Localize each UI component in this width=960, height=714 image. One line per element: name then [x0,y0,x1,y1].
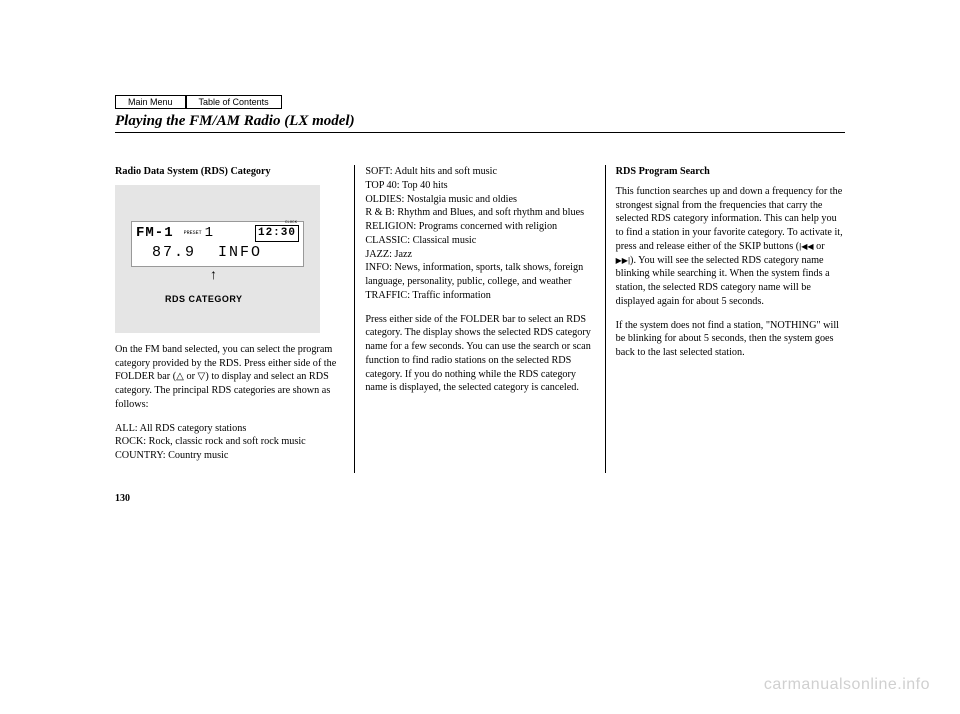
rds-search-subhead: RDS Program Search [616,165,845,179]
cat-info: INFO: News, information, sports, talk sh… [365,261,594,289]
lcd-preset-number: 1 [205,224,214,243]
lcd-frequency: 87.9 [152,244,196,261]
column-3: RDS Program Search This function searche… [606,165,845,473]
cat-traffic: TRAFFIC: Traffic information [365,289,594,303]
col1-para1: On the FM band selected, you can select … [115,343,344,412]
lcd-preset-label: PRESET [184,230,202,237]
col2-para: Press either side of the FOLDER bar to s… [365,313,594,396]
lcd-band: FM-1 [136,224,174,243]
cat-soft: SOFT: Adult hits and soft music [365,165,594,179]
lcd-clock-time: 12:30 [258,227,296,239]
content-columns: Radio Data System (RDS) Category FM-1 PR… [115,165,845,473]
nav-buttons: Main Menu Table of Contents [115,95,845,109]
toc-button[interactable]: Table of Contents [186,95,282,109]
lcd-screen: FM-1 PRESET 1 CLOCK 12:30 87.9 INFO [131,221,304,267]
cat-oldies: OLDIES: Nostalgia music and oldies [365,193,594,207]
heading-rule [115,132,845,133]
cat-top40: TOP 40: Top 40 hits [365,179,594,193]
col2-list: SOFT: Adult hits and soft music TOP 40: … [365,165,594,303]
col3-para2: If the system does not find a station, "… [616,319,845,360]
column-1: Radio Data System (RDS) Category FM-1 PR… [115,165,355,473]
manual-page: Main Menu Table of Contents Playing the … [115,95,845,635]
rds-category-callout: RDS CATEGORY [165,293,243,305]
radio-display-illustration: FM-1 PRESET 1 CLOCK 12:30 87.9 INFO ↑ RD… [115,185,320,333]
col1-list: ALL: All RDS category stations ROCK: Roc… [115,422,344,463]
page-heading: Playing the FM/AM Radio (LX model) [115,111,845,132]
watermark: carmanualsonline.info [764,676,930,694]
col3-para1: This function searches up and down a fre… [616,185,845,309]
rds-category-subhead: Radio Data System (RDS) Category [115,165,344,179]
cat-country: COUNTRY: Country music [115,449,344,463]
skip-back-icon: |◀◀ [799,242,813,251]
cat-religion: RELIGION: Programs concerned with religi… [365,220,594,234]
main-menu-button[interactable]: Main Menu [115,95,186,109]
cat-rock: ROCK: Rock, classic rock and soft rock m… [115,435,344,449]
page-number: 130 [115,493,845,504]
cat-all: ALL: All RDS category stations [115,422,344,436]
cat-rb: R & B: Rhythm and Blues, and soft rhythm… [365,206,594,220]
lcd-clock-label: CLOCK [285,221,297,226]
lcd-clock: CLOCK 12:30 [255,225,299,242]
cat-classic: CLASSIC: Classical music [365,234,594,248]
column-2: SOFT: Adult hits and soft music TOP 40: … [355,165,605,473]
lcd-info: INFO [218,244,262,261]
cat-jazz: JAZZ: Jazz [365,248,594,262]
arrow-up-icon: ↑ [210,269,217,283]
skip-fwd-icon: ▶▶| [616,256,630,265]
